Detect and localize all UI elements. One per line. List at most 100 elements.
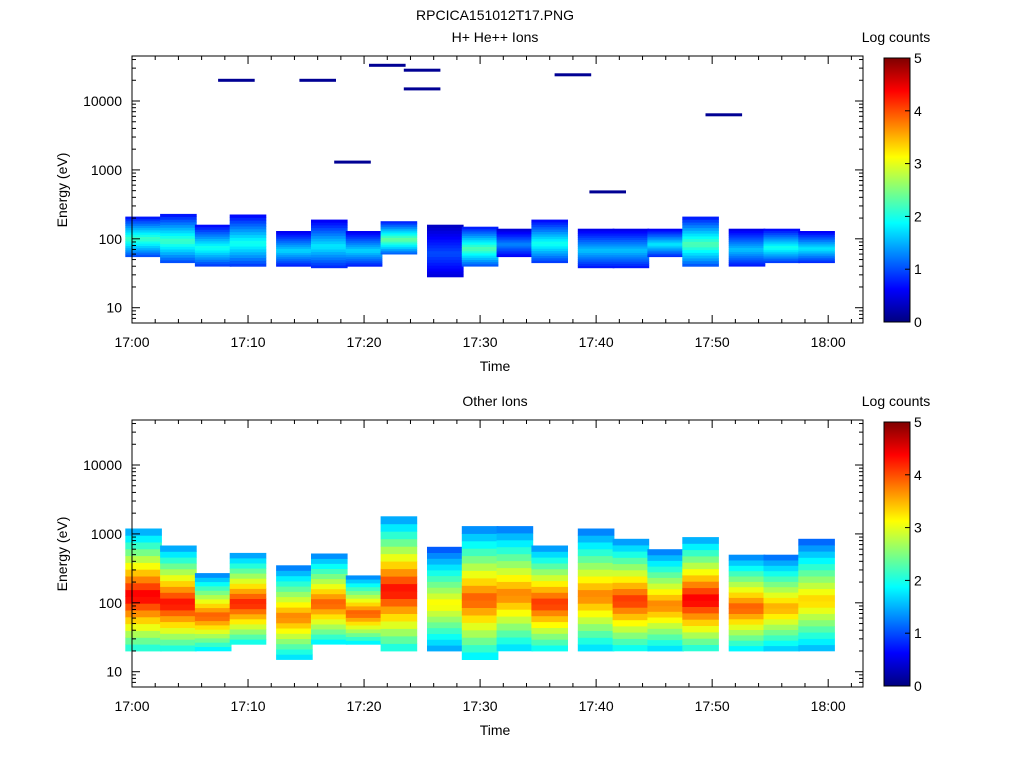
heatmap-cell [577,596,615,604]
panel-h-he-ions: H+ He++ Ions 17:00 17:10 17:20 17:30 17:40 17… [54,29,930,374]
heatmap-cell [531,243,568,247]
heatmap-cell [276,260,313,263]
heatmap-cell [194,263,232,267]
heatmap-cell [647,255,684,258]
heatmap-cell [345,234,383,238]
heatmap-cell [125,241,162,244]
heatmap-cell [380,606,418,614]
heatmap-cell [311,639,348,645]
figure-title: RPCICA151012T17.PNG [416,7,574,23]
heatmap-cell [427,259,464,263]
heatmap-cell [194,245,232,249]
heatmap-cell [798,257,835,260]
heatmap-cell [763,624,801,630]
heatmap-cell [763,251,801,254]
x-tick-label: 17:00 [114,698,149,714]
colorbar-label: Log counts [862,393,931,409]
heatmap-cell [160,639,197,646]
heatmap-cell [276,602,313,608]
heatmap-cell [345,613,383,618]
heatmap-cell [461,231,499,234]
heatmap-cell [798,255,835,258]
heatmap-cell [194,625,232,630]
heatmap-cell [728,570,766,577]
heatmap-cell [682,241,719,245]
heatmap-cell [763,576,801,582]
heatmap-cell [427,627,464,634]
heatmap-cell [160,249,197,253]
heatmap-cell [577,250,615,253]
heatmap-cell [194,638,232,643]
heatmap-cell [380,230,418,233]
heatmap-cell [311,568,348,574]
heatmap-cell [647,228,684,231]
heatmap-cell [194,250,232,253]
heatmap-cell [160,609,197,617]
heatmap-cell [345,246,383,249]
heatmap-cell [577,542,615,550]
heatmap-cell [577,562,615,570]
heatmap-cell [380,246,418,249]
heatmap-cell [229,217,267,221]
colorbar-tick-label: 0 [914,314,922,330]
heatmap-cell [380,221,418,224]
y-tick-label: 10000 [83,457,122,473]
heatmap-cell [531,627,568,634]
heatmap-cell [229,563,267,569]
heatmap-cell [531,563,568,570]
heatmap-cell [577,535,615,543]
heatmap-cell [311,225,348,229]
heatmap-cell [125,623,162,631]
heatmap-cell [531,574,568,582]
heatmap-cell [647,549,684,556]
heatmap-cell [461,652,499,660]
colorbar-tick-label: 4 [914,467,922,483]
heatmap-cell [380,516,418,525]
heatmap-cell [682,216,719,220]
heatmap-cell [798,607,835,614]
heatmap-cell [345,260,383,263]
heatmap-cell [380,591,418,599]
heatmap-cell [461,244,499,247]
heatmap-cell [229,226,267,230]
y-axis-label: Energy (eV) [54,153,70,228]
heatmap-cell [682,581,719,589]
heatmap-cell [311,262,348,266]
heatmap-cell [427,622,464,629]
heatmap-cell [125,236,162,240]
heatmap-cell [682,613,719,620]
heatmap-cell [345,231,383,234]
heatmap-cell [194,577,232,583]
heatmap-cell [763,602,801,609]
heatmap-cell [345,632,383,637]
heatmap-cell [728,235,766,238]
heatmap-cell [461,644,499,653]
heatmap-cell [728,581,766,588]
heatmap-cell [798,545,835,552]
heatmap-cell [461,250,499,254]
heatmap-cell [682,638,719,645]
heatmap-cell [427,224,464,228]
y-tick-label: 100 [99,231,123,247]
heatmap-cell [160,224,197,228]
heatmap-cell [125,528,162,536]
x-axis-label: Time [480,358,511,374]
panel-title: H+ He++ Ions [452,29,539,45]
heatmap-cell [682,249,719,253]
heatmap-cell [194,252,232,256]
heatmap-cell [311,603,348,610]
heatmap-cell [461,533,499,542]
heatmap-cell [496,231,534,234]
heatmap-cell [531,224,568,228]
heatmap-cell [682,224,719,229]
heatmap-cell [125,243,162,246]
heatmap-cell [682,600,719,607]
heatmap-cell [461,629,499,638]
heatmap-cell [229,240,267,244]
heatmap-cell [798,246,835,249]
y-axis-label: Energy (eV) [54,517,70,592]
heatmap-cell [798,632,835,639]
x-tick-label: 17:50 [695,334,730,350]
heatmap-cell [276,612,313,619]
heatmap-cell [531,621,568,628]
